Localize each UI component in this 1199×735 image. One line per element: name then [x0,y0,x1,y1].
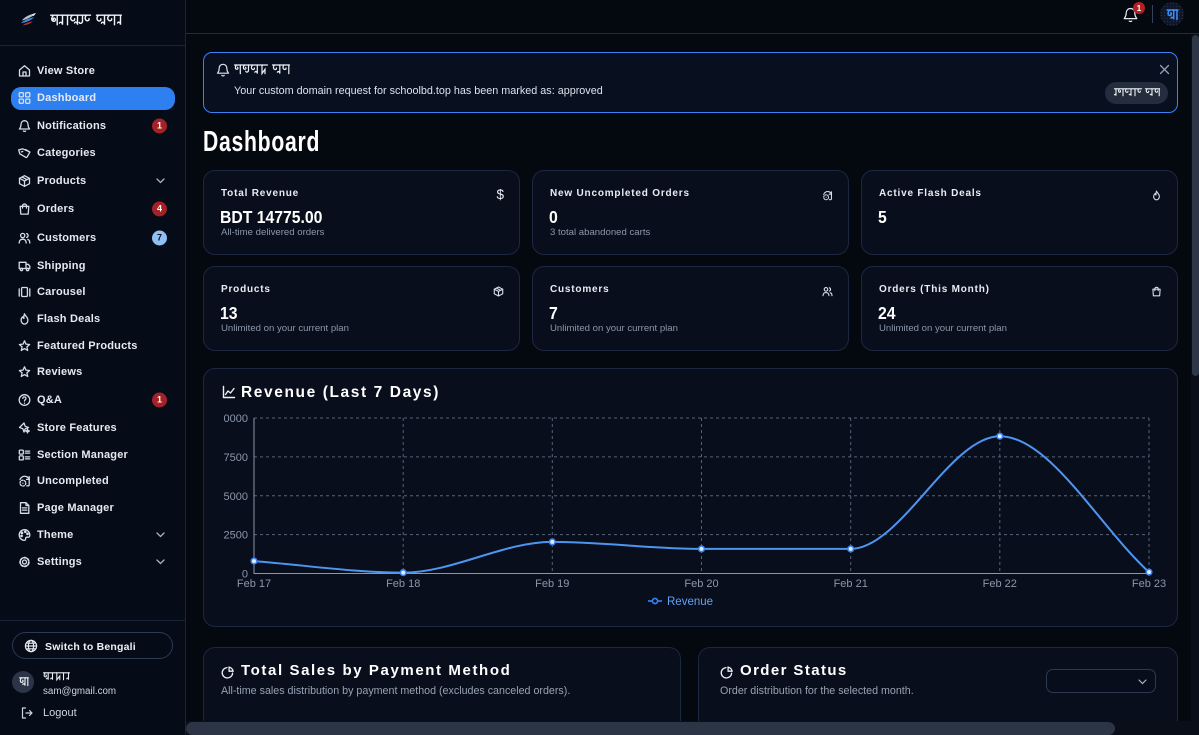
svg-text:Feb 20: Feb 20 [684,578,718,590]
svg-text:Feb 21: Feb 21 [834,578,868,590]
svg-text:7500: 7500 [224,452,248,464]
svg-text:Feb 17: Feb 17 [237,578,271,590]
svg-text:Feb 18: Feb 18 [386,578,420,590]
svg-text:2500: 2500 [224,530,248,542]
svg-text:0: 0 [242,569,248,581]
svg-text:Feb 19: Feb 19 [535,578,569,590]
svg-text:Feb 23: Feb 23 [1132,578,1166,590]
svg-text:5000: 5000 [224,491,248,503]
svg-text:Feb 22: Feb 22 [983,578,1017,590]
svg-text:Revenue: Revenue [667,596,713,608]
svg-text:0000: 0000 [224,413,248,425]
